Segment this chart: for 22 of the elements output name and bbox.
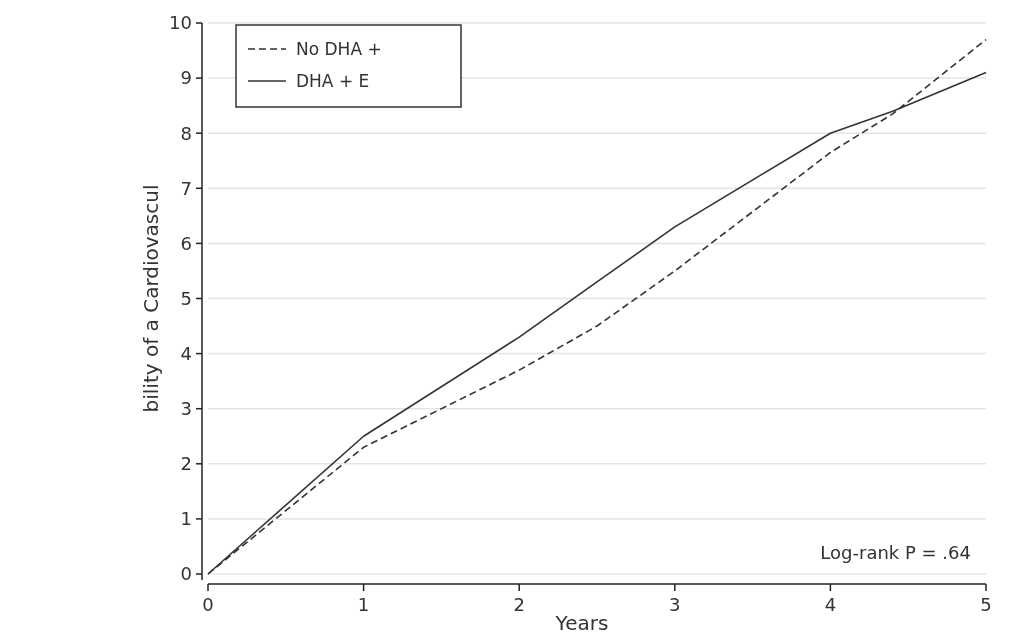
y-tick-label: 9 bbox=[180, 67, 192, 89]
annotation: Log-rank P = .64 bbox=[820, 542, 971, 563]
x-tick-label: 2 bbox=[513, 594, 525, 615]
x-tick-label: 4 bbox=[824, 594, 837, 615]
y-tick-label: 2 bbox=[180, 453, 192, 475]
y-axis-title: bility of a Cardiovascul bbox=[139, 184, 163, 413]
y-tick-label: 5 bbox=[180, 287, 192, 309]
y-tick-label: 1 bbox=[180, 508, 192, 530]
legend-label: DHA + E bbox=[296, 70, 370, 91]
y-tick-label: 8 bbox=[180, 122, 192, 144]
x-axis-title: Years bbox=[554, 611, 609, 635]
legend-label: No DHA + bbox=[296, 38, 382, 59]
y-tick-label: 6 bbox=[180, 232, 192, 254]
x-tick-label: 1 bbox=[357, 594, 370, 615]
y-tick-label: 4 bbox=[180, 342, 192, 364]
y-tick-label: 0 bbox=[180, 563, 192, 585]
y-tick-label: 10 bbox=[169, 12, 192, 34]
y-tick-label: 7 bbox=[180, 177, 192, 199]
y-tick-label: 3 bbox=[180, 398, 192, 419]
x-tick-label: 5 bbox=[980, 594, 992, 615]
x-tick-label: 3 bbox=[669, 594, 681, 615]
x-tick-label: 0 bbox=[202, 594, 214, 615]
